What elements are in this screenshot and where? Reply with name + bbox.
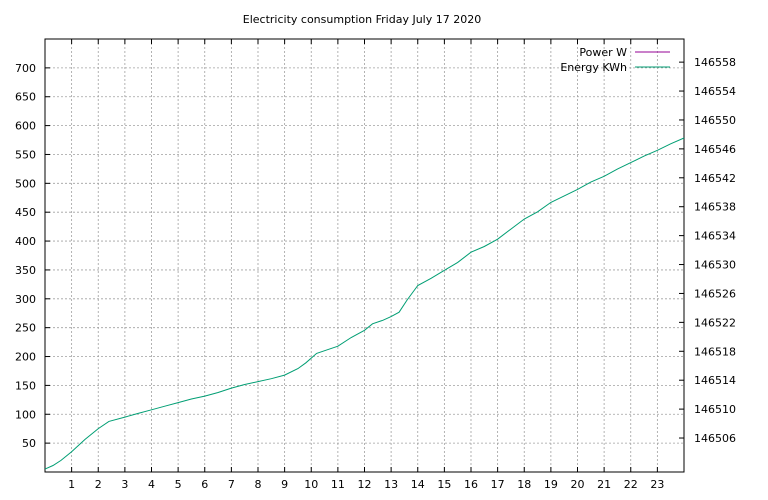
y2-tick-label: 146558 bbox=[694, 56, 736, 69]
y-tick-label: 250 bbox=[15, 322, 36, 335]
y2-tick-label: 146510 bbox=[694, 403, 736, 416]
axes: 1 2 3 4 5 6 7 8 9 10 11 12 13 14 15 16 17 18 19 20 21 22 23501… bbox=[15, 38, 736, 491]
x-tick-label: 8 bbox=[255, 478, 262, 491]
x-tick-label: 15 bbox=[437, 478, 451, 491]
x-tick-label: 9 bbox=[281, 478, 288, 491]
x-tick-label: 14 bbox=[411, 478, 425, 491]
x-tick-label: 16 bbox=[464, 478, 478, 491]
x-tick-label: 17 bbox=[491, 478, 505, 491]
y2-tick-label: 146546 bbox=[694, 143, 736, 156]
y2-tick-label: 146514 bbox=[694, 374, 736, 387]
y-tick-label: 700 bbox=[15, 62, 36, 75]
chart-title: Electricity consumption Friday July 17 2… bbox=[243, 13, 481, 26]
x-tick-label: 7 bbox=[228, 478, 235, 491]
y2-tick-label: 146530 bbox=[694, 259, 736, 272]
x-tick-label: 5 bbox=[175, 478, 182, 491]
x-tick-label: 6 bbox=[201, 478, 208, 491]
x-tick-label: 10 bbox=[304, 478, 318, 491]
y2-tick-label: 146518 bbox=[694, 345, 736, 358]
legend-label: Energy KWh bbox=[560, 61, 627, 74]
x-tick-label: 11 bbox=[331, 478, 345, 491]
y2-tick-label: 146550 bbox=[694, 114, 736, 127]
y-tick-label: 100 bbox=[15, 408, 36, 421]
y-tick-label: 600 bbox=[15, 120, 36, 133]
y2-tick-label: 146522 bbox=[694, 316, 736, 329]
y-tick-label: 200 bbox=[15, 351, 36, 364]
y2-tick-label: 146542 bbox=[694, 172, 736, 185]
series-layer bbox=[44, 137, 685, 470]
y2-tick-label: 146534 bbox=[694, 230, 736, 243]
y-tick-label: 450 bbox=[15, 206, 36, 219]
x-tick-label: 13 bbox=[384, 478, 398, 491]
y-tick-label: 400 bbox=[15, 235, 36, 248]
x-tick-label: 22 bbox=[624, 478, 638, 491]
y2-tick-label: 146538 bbox=[694, 201, 736, 214]
x-tick-label: 19 bbox=[544, 478, 558, 491]
x-tick-label: 20 bbox=[571, 478, 585, 491]
y-tick-label: 300 bbox=[15, 293, 36, 306]
y-tick-label: 550 bbox=[15, 148, 36, 161]
x-tick-label: 1 bbox=[68, 478, 75, 491]
series-line-1 bbox=[44, 137, 685, 470]
grid bbox=[45, 39, 684, 472]
y-tick-label: 500 bbox=[15, 177, 36, 190]
x-tick-label: 18 bbox=[517, 478, 531, 491]
x-tick-label: 12 bbox=[358, 478, 372, 491]
y-tick-label: 150 bbox=[15, 379, 36, 392]
x-tick-label: 3 bbox=[121, 478, 128, 491]
x-tick-label: 4 bbox=[148, 478, 155, 491]
y-tick-label: 50 bbox=[22, 437, 36, 450]
y2-tick-label: 146554 bbox=[694, 85, 736, 98]
y-tick-label: 650 bbox=[15, 91, 36, 104]
y2-tick-label: 146526 bbox=[694, 287, 736, 300]
y-tick-label: 350 bbox=[15, 264, 36, 277]
x-tick-label: 21 bbox=[597, 478, 611, 491]
legend-label: Power W bbox=[579, 46, 627, 59]
y2-tick-label: 146506 bbox=[694, 432, 736, 445]
x-tick-label: 23 bbox=[650, 478, 664, 491]
x-tick-label: 2 bbox=[95, 478, 102, 491]
legend: Power W Energy KWh bbox=[560, 46, 670, 74]
